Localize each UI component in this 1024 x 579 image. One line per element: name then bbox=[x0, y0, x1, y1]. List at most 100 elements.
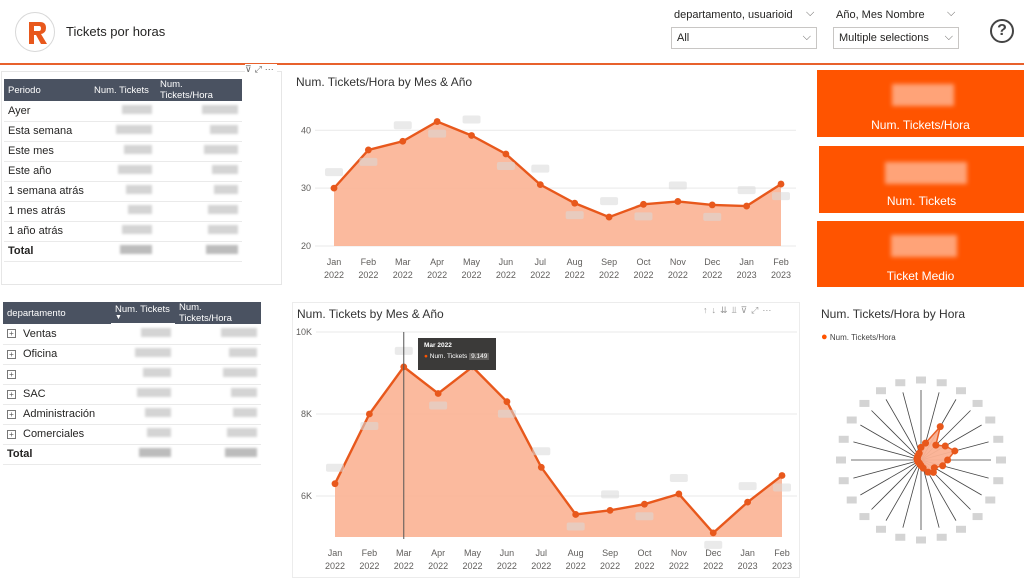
chart-legend[interactable]: ● Num. Tickets/Hora bbox=[821, 331, 896, 343]
table-row[interactable]: Ayer bbox=[4, 101, 242, 122]
table-row[interactable]: 1 semana atrás bbox=[4, 181, 242, 202]
row-label: 1 mes atrás bbox=[8, 205, 66, 217]
row-label: 1 año atrás bbox=[8, 225, 64, 237]
expand-icon[interactable]: + bbox=[7, 369, 16, 379]
x-tick-label: Jan bbox=[739, 257, 754, 267]
table-row[interactable]: Este mes bbox=[4, 141, 242, 162]
redacted-axis-label bbox=[956, 387, 966, 395]
redacted-axis-label bbox=[916, 376, 926, 384]
visual-header-icons[interactable]: ⊽⤢⋯ bbox=[245, 64, 277, 75]
page-title: Tickets por horas bbox=[66, 24, 166, 39]
x-tick-label: Sep bbox=[601, 257, 617, 267]
radial-axis bbox=[902, 459, 922, 528]
col-header[interactable]: Num. Tickets bbox=[90, 79, 156, 101]
redacted-value bbox=[143, 368, 171, 377]
col-header[interactable]: departamento bbox=[3, 302, 111, 324]
table-row[interactable]: + SAC bbox=[3, 384, 261, 405]
tooltip-row: ● Num. Tickets 9.149 bbox=[424, 353, 490, 360]
table-row[interactable]: Este año bbox=[4, 161, 242, 182]
redacted-data-label bbox=[428, 129, 447, 138]
row-label-cell: 1 mes atrás bbox=[4, 201, 90, 222]
card-ticket-medio[interactable]: Ticket Medio bbox=[817, 221, 1024, 287]
periodo-table: Periodo Num. Tickets Num. Tickets/Hora A… bbox=[4, 79, 242, 262]
redacted-value bbox=[145, 408, 171, 417]
expand-icon[interactable]: + bbox=[7, 429, 16, 439]
x-tick-label: 2022 bbox=[600, 561, 620, 571]
x-tick-label: 2022 bbox=[703, 561, 723, 571]
col-header-label: Num. Tickets bbox=[115, 304, 170, 315]
radial-axis bbox=[860, 424, 922, 461]
table-row[interactable]: + Comerciales bbox=[3, 424, 261, 445]
expand-icon[interactable]: + bbox=[7, 389, 16, 399]
chart-tickets-visual[interactable]: Num. Tickets by Mes & Año ↑↓⇊⫫⊽⤢⋯ 6K 8K 10… bbox=[292, 302, 800, 578]
data-point bbox=[915, 449, 923, 457]
row-label: Esta semana bbox=[8, 125, 73, 137]
table-row[interactable]: Esta semana bbox=[4, 121, 242, 142]
table-row[interactable]: 1 mes atrás bbox=[4, 201, 242, 222]
card-tickets[interactable]: Num. Tickets bbox=[819, 146, 1024, 213]
redacted-axis-label bbox=[838, 435, 849, 443]
data-point bbox=[777, 180, 785, 188]
col-header[interactable]: Num. Tickets/Hora bbox=[156, 79, 242, 101]
card-value-redacted bbox=[885, 162, 967, 184]
card-tickets-hora[interactable]: Num. Tickets/Hora bbox=[817, 70, 1024, 137]
redacted-axis-label bbox=[936, 379, 947, 387]
redacted-value bbox=[147, 428, 171, 437]
visual-header-icons[interactable]: ↑↓⇊⫫⊽⤢⋯ bbox=[703, 305, 776, 315]
slicer-date-dropdown[interactable]: Multiple selections ⌵ bbox=[833, 27, 959, 49]
redacted-data-label bbox=[325, 168, 343, 177]
dept-table: departamento Num. Tickets ▼ Num. Tickets/… bbox=[3, 302, 261, 465]
data-point bbox=[936, 423, 944, 431]
chevron-down-icon[interactable]: ⌵ bbox=[947, 7, 956, 19]
expand-icon[interactable]: + bbox=[7, 409, 16, 419]
row-label-cell: + Comerciales bbox=[3, 424, 111, 445]
redacted-axis-label bbox=[972, 513, 983, 521]
col-header[interactable]: Num. Tickets ▼ bbox=[111, 302, 175, 325]
redacted-value bbox=[122, 104, 152, 114]
redacted-axis-label bbox=[993, 477, 1004, 485]
x-tick-label: 2022 bbox=[496, 270, 516, 280]
x-tick-label: Dec bbox=[704, 257, 721, 267]
table-row[interactable]: + Oficina bbox=[3, 344, 261, 365]
x-tick-label: Oct bbox=[637, 548, 652, 558]
table-row[interactable]: + Administración bbox=[3, 404, 261, 425]
row-label: Comerciales bbox=[23, 428, 85, 440]
radial-chart-visual[interactable]: Num. Tickets/Hora by Hora ● Num. Tickets… bbox=[817, 302, 1024, 578]
slicer-date-label: Año, Mes Nombre bbox=[836, 9, 925, 21]
redacted-value bbox=[135, 348, 171, 357]
expand-icon[interactable]: + bbox=[7, 329, 16, 339]
table-row[interactable]: + bbox=[3, 364, 261, 385]
periodo-table-visual[interactable]: ⊽⤢⋯ Periodo Num. Tickets Num. Tickets/Ho… bbox=[1, 64, 282, 285]
y-tick-label: 20 bbox=[301, 241, 311, 251]
row-label: Oficina bbox=[23, 348, 58, 360]
table-row[interactable]: 1 año atrás bbox=[4, 221, 242, 242]
chart-tooltip: Mar 2022 ● Num. Tickets 9.149 bbox=[418, 338, 496, 370]
redacted-data-label bbox=[704, 540, 723, 549]
x-tick-label: Feb bbox=[362, 548, 378, 558]
slicer-dept-dropdown[interactable]: All ⌵ bbox=[671, 27, 817, 49]
data-point bbox=[744, 498, 752, 506]
table-row[interactable]: + Ventas bbox=[3, 324, 261, 345]
chart-tickets-hora-visual[interactable]: Num. Tickets/Hora by Mes & Año 20 30 40 Jan… bbox=[292, 71, 800, 289]
redacted-data-label bbox=[359, 157, 378, 166]
row-label-cell: + Ventas bbox=[3, 324, 111, 345]
data-point bbox=[536, 181, 544, 189]
slicer-dept-label: departamento, usuarioid bbox=[674, 9, 793, 21]
expand-icon[interactable]: + bbox=[7, 349, 16, 359]
redacted-cell bbox=[156, 101, 242, 122]
radial-axis bbox=[871, 459, 922, 510]
redacted-cell bbox=[156, 181, 242, 202]
chevron-down-icon[interactable]: ⌵ bbox=[806, 7, 815, 19]
help-icon[interactable]: ? bbox=[990, 19, 1014, 43]
y-tick-label: 30 bbox=[301, 183, 311, 193]
data-point bbox=[331, 480, 339, 488]
col-header[interactable]: Num. Tickets/Hora bbox=[175, 302, 261, 324]
col-header[interactable]: Periodo bbox=[4, 79, 90, 101]
x-tick-label: 2022 bbox=[359, 561, 379, 571]
dept-table-visual[interactable]: departamento Num. Tickets ▼ Num. Tickets/… bbox=[1, 297, 282, 467]
chart-title: Num. Tickets/Hora by Hora bbox=[821, 307, 966, 321]
data-point bbox=[932, 441, 940, 449]
redacted-axis-label bbox=[956, 525, 966, 533]
data-point bbox=[537, 463, 545, 471]
x-tick-label: Feb bbox=[774, 548, 790, 558]
